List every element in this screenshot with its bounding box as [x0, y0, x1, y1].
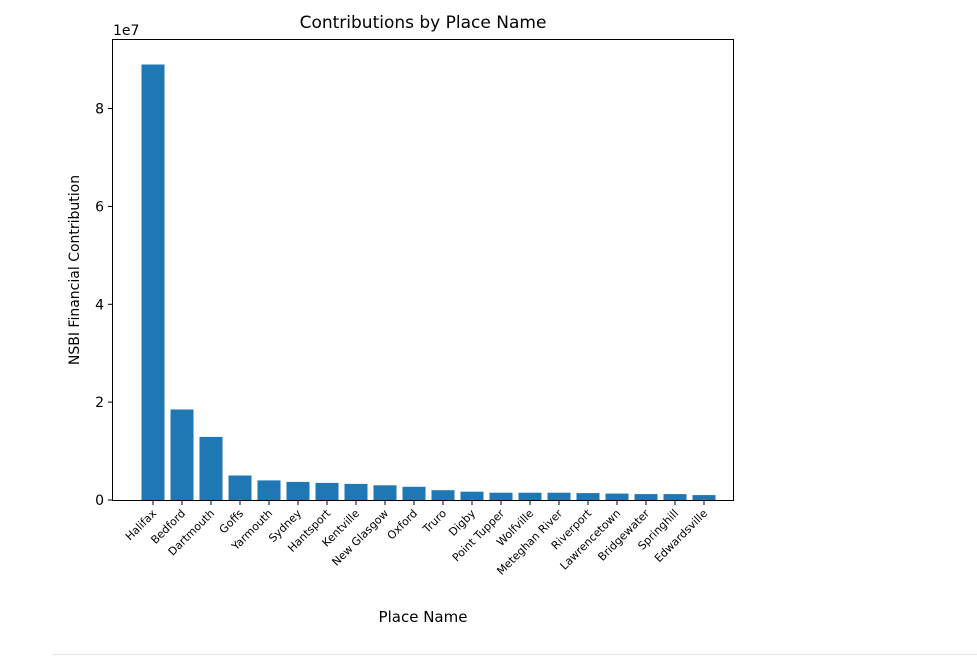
bar-bridgewater [634, 494, 658, 500]
bar-kentville [344, 483, 368, 500]
bar-dartmouth [199, 436, 223, 500]
y-axis-offset-label: 1e7 [113, 23, 139, 39]
bar-edwardsville [692, 495, 716, 500]
bottom-divider [52, 654, 977, 655]
bar-digby [460, 491, 484, 500]
bar-bedford [170, 409, 194, 500]
y-tick-label: 0 [95, 493, 104, 509]
bar-meteghan-river [547, 492, 571, 500]
bar-halifax [141, 64, 165, 500]
x-axis-label: Place Name [379, 608, 468, 626]
bar-riverport [576, 493, 600, 500]
bar-truro [431, 490, 455, 500]
bar-oxford [402, 486, 426, 500]
bar-sydney [286, 481, 310, 500]
y-tick-label: 8 [95, 102, 104, 118]
bar-hantsport [315, 482, 339, 500]
bar-point-tupper [489, 492, 513, 500]
bar-lawrencetown [605, 493, 629, 500]
bars [141, 64, 716, 500]
y-tick-label: 4 [95, 297, 104, 313]
bar-wolfville [518, 492, 542, 500]
x-tick-label: Truro [420, 507, 450, 537]
bar-new-glasgow [373, 485, 397, 500]
plot-frame [112, 39, 734, 501]
bar-goffs [228, 475, 252, 500]
x-tick-label: Oxford [385, 507, 420, 542]
chart-title: Contributions by Place Name [300, 13, 547, 33]
y-axis-label: NSBI Financial Contribution [67, 175, 83, 365]
y-tick-label: 6 [95, 199, 104, 215]
bar-springhill [663, 494, 687, 500]
bar-yarmouth [257, 480, 281, 500]
y-axis-ticks: 0 2 4 6 8 [95, 102, 113, 509]
y-tick-label: 2 [95, 395, 104, 411]
